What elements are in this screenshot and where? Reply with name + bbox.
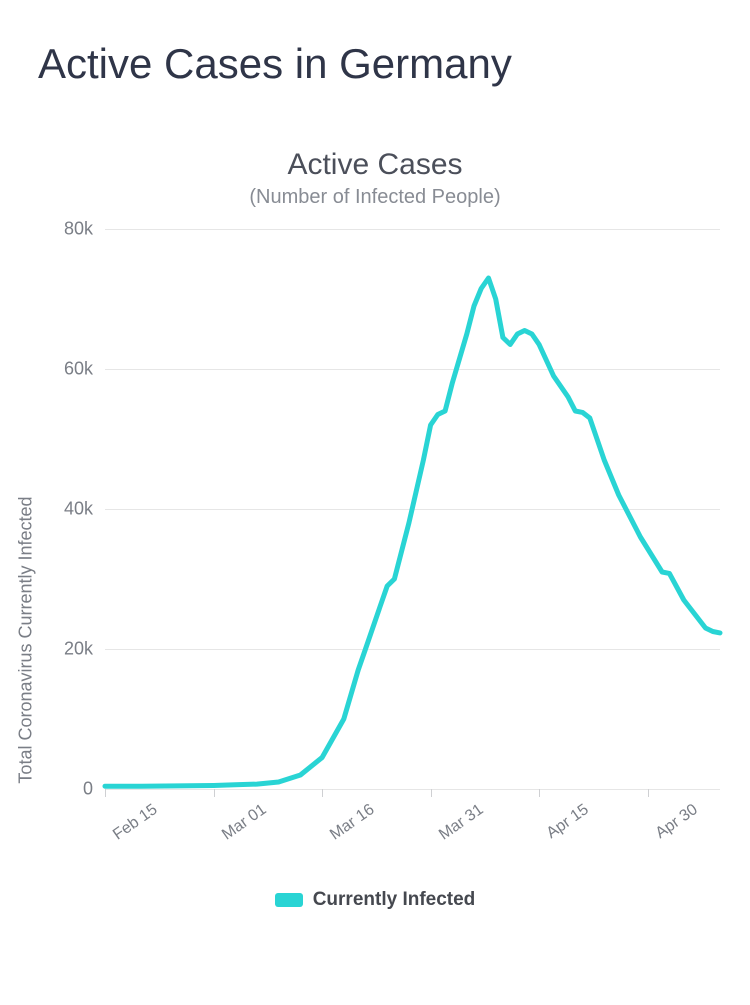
xtick-label: Feb 15 (110, 801, 161, 844)
plot-area: 020k40k60k80k (105, 229, 720, 789)
ytick-label: 60k (64, 359, 105, 380)
xtick-label: Mar 16 (327, 801, 378, 844)
page-title: Active Cases in Germany (0, 0, 750, 88)
x-axis: Feb 15 Mar 01 Mar 16 Mar 31 Apr 15 Apr 30 (105, 789, 720, 859)
legend-swatch (275, 893, 303, 907)
xtick-label: Mar 31 (436, 801, 487, 844)
xtick (539, 789, 540, 797)
ytick-label: 20k (64, 639, 105, 660)
chart-title: Active Cases (0, 148, 750, 182)
legend-item: Currently Infected (275, 889, 476, 911)
line-series (105, 229, 720, 789)
active-cases-chart: Active Cases (Number of Infected People)… (0, 148, 750, 912)
ytick-label: 80k (64, 219, 105, 240)
ytick-label: 0 (83, 779, 105, 800)
xtick (431, 789, 432, 797)
ytick-label: 40k (64, 499, 105, 520)
xtick (214, 789, 215, 797)
legend-label: Currently Infected (313, 889, 476, 911)
xtick (322, 789, 323, 797)
xtick-label: Apr 30 (652, 801, 701, 843)
y-axis-label: Total Coronavirus Currently Infected (16, 496, 37, 783)
xtick (648, 789, 649, 797)
xtick-label: Apr 15 (544, 801, 593, 843)
xtick-label: Mar 01 (219, 801, 270, 844)
chart-subtitle: (Number of Infected People) (0, 186, 750, 209)
series-line (105, 278, 720, 786)
legend: Currently Infected (0, 889, 750, 912)
xtick (105, 789, 106, 797)
